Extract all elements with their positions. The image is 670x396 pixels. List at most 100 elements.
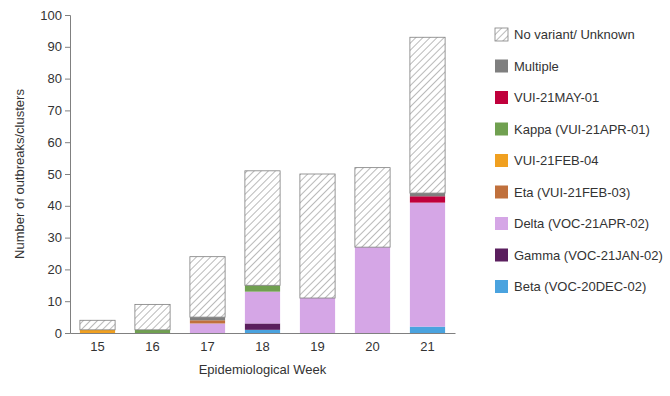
- x-tick-label: 18: [255, 339, 269, 354]
- y-tick-mark: [65, 174, 70, 175]
- bar-segment: [245, 323, 280, 329]
- y-tick: 60: [48, 135, 70, 150]
- x-tick-label: 20: [365, 339, 379, 354]
- y-tick-mark: [65, 15, 70, 16]
- y-tick-mark: [65, 333, 70, 334]
- y-tick-label: 30: [48, 230, 62, 245]
- legend-label: VUI-21MAY-01: [514, 90, 599, 105]
- x-tick: 20: [365, 333, 379, 354]
- x-tick: 16: [145, 333, 159, 354]
- legend-label: Gamma (VOC-21JAN-02): [514, 248, 663, 263]
- x-axis-title: Epidemiological Week: [199, 362, 327, 377]
- bar-segment: [190, 257, 225, 317]
- legend-swatch: [495, 60, 508, 73]
- bar-segment: [135, 330, 170, 333]
- y-tick: 20: [48, 262, 70, 277]
- legend-item: Eta (VUI-21FEB-03): [495, 185, 630, 200]
- legend-swatch: [495, 280, 508, 293]
- legend-swatch: [495, 154, 508, 167]
- legend-label: Kappa (VUI-21APR-01): [514, 122, 650, 137]
- bar-segment: [135, 304, 170, 329]
- y-tick-mark: [65, 269, 70, 270]
- y-tick-mark: [65, 47, 70, 48]
- bar-segment: [410, 203, 445, 327]
- legend-swatch: [495, 91, 508, 104]
- y-tick-mark: [65, 301, 70, 302]
- legend-label: Delta (VOC-21APR-02): [514, 216, 649, 231]
- bar-segment: [245, 292, 280, 324]
- bar-segment: [355, 168, 390, 248]
- legend-label: Multiple: [514, 59, 559, 74]
- y-tick-label: 70: [48, 103, 62, 118]
- bar-segment: [410, 193, 445, 196]
- bar-segment: [300, 174, 335, 298]
- legend-label: Eta (VUI-21FEB-03): [514, 185, 630, 200]
- y-tick: 50: [48, 167, 70, 182]
- y-tick: 90: [48, 39, 70, 54]
- legend-swatch: [495, 249, 508, 262]
- legend-label: Beta (VOC-20DEC-02): [514, 279, 646, 294]
- legend-item: VUI-21MAY-01: [495, 90, 599, 105]
- legend-swatch: [495, 28, 508, 41]
- bar-segment: [245, 285, 280, 291]
- bars: [80, 37, 445, 333]
- y-tick: 80: [48, 71, 70, 86]
- bar-segment: [190, 317, 225, 320]
- y-axis: 0 10 20 30 40 50 60 70 80 90 100: [40, 8, 70, 341]
- y-tick: 70: [48, 103, 70, 118]
- y-tick: 10: [48, 294, 70, 309]
- x-tick: 21: [420, 333, 434, 354]
- y-tick: 100: [40, 8, 70, 23]
- bar-segment: [80, 330, 115, 333]
- y-tick-mark: [65, 238, 70, 239]
- legend-item: No variant/ Unknown: [495, 27, 635, 42]
- legend-item: Kappa (VUI-21APR-01): [495, 122, 650, 137]
- y-tick: 40: [48, 198, 70, 213]
- y-tick-mark: [65, 79, 70, 80]
- y-tick-label: 90: [48, 39, 62, 54]
- bar-segment: [410, 327, 445, 333]
- x-tick: 18: [255, 333, 269, 354]
- y-tick-label: 100: [40, 8, 62, 23]
- x-tick-label: 15: [90, 339, 104, 354]
- y-tick-label: 10: [48, 294, 62, 309]
- legend-item: Multiple: [495, 59, 559, 74]
- bar-segment: [410, 37, 445, 193]
- y-tick-mark: [65, 206, 70, 207]
- legend-label: No variant/ Unknown: [514, 27, 635, 42]
- y-tick-mark: [65, 142, 70, 143]
- legend-label: VUI-21FEB-04: [514, 153, 599, 168]
- x-tick: 19: [310, 333, 324, 354]
- x-tick: 15: [90, 333, 104, 354]
- x-tick-label: 19: [310, 339, 324, 354]
- legend: No variant/ Unknown Multiple VUI-21MAY-01 K…: [495, 27, 663, 294]
- legend-item: Gamma (VOC-21JAN-02): [495, 248, 663, 263]
- y-tick-label: 60: [48, 135, 62, 150]
- bar-segment: [300, 298, 335, 333]
- legend-item: Delta (VOC-21APR-02): [495, 216, 649, 231]
- y-tick-label: 50: [48, 167, 62, 182]
- bar-segment: [190, 323, 225, 333]
- x-tick-label: 16: [145, 339, 159, 354]
- legend-swatch: [495, 123, 508, 136]
- legend-item: Beta (VOC-20DEC-02): [495, 279, 646, 294]
- x-axis-line: [71, 333, 456, 334]
- legend-swatch: [495, 186, 508, 199]
- bar-segment: [80, 320, 115, 330]
- x-tick: 17: [200, 333, 214, 354]
- legend-item: VUI-21FEB-04: [495, 153, 599, 168]
- chart: 0 10 20 30 40 50 60 70 80 90 100 15 16 17 18 19 20 21 Epid…: [0, 0, 670, 396]
- y-tick: 0: [55, 326, 70, 341]
- legend-swatch: [495, 217, 508, 230]
- bar-segment: [410, 196, 445, 202]
- y-tick-label: 80: [48, 71, 62, 86]
- y-tick-label: 20: [48, 262, 62, 277]
- x-tick-label: 21: [420, 339, 434, 354]
- bar-segment: [355, 247, 390, 333]
- y-tick-label: 40: [48, 198, 62, 213]
- bar-segment: [245, 330, 280, 333]
- y-axis-line: [65, 16, 71, 334]
- y-tick: 30: [48, 230, 70, 245]
- y-tick-label: 0: [55, 326, 62, 341]
- bar-segment: [245, 171, 280, 285]
